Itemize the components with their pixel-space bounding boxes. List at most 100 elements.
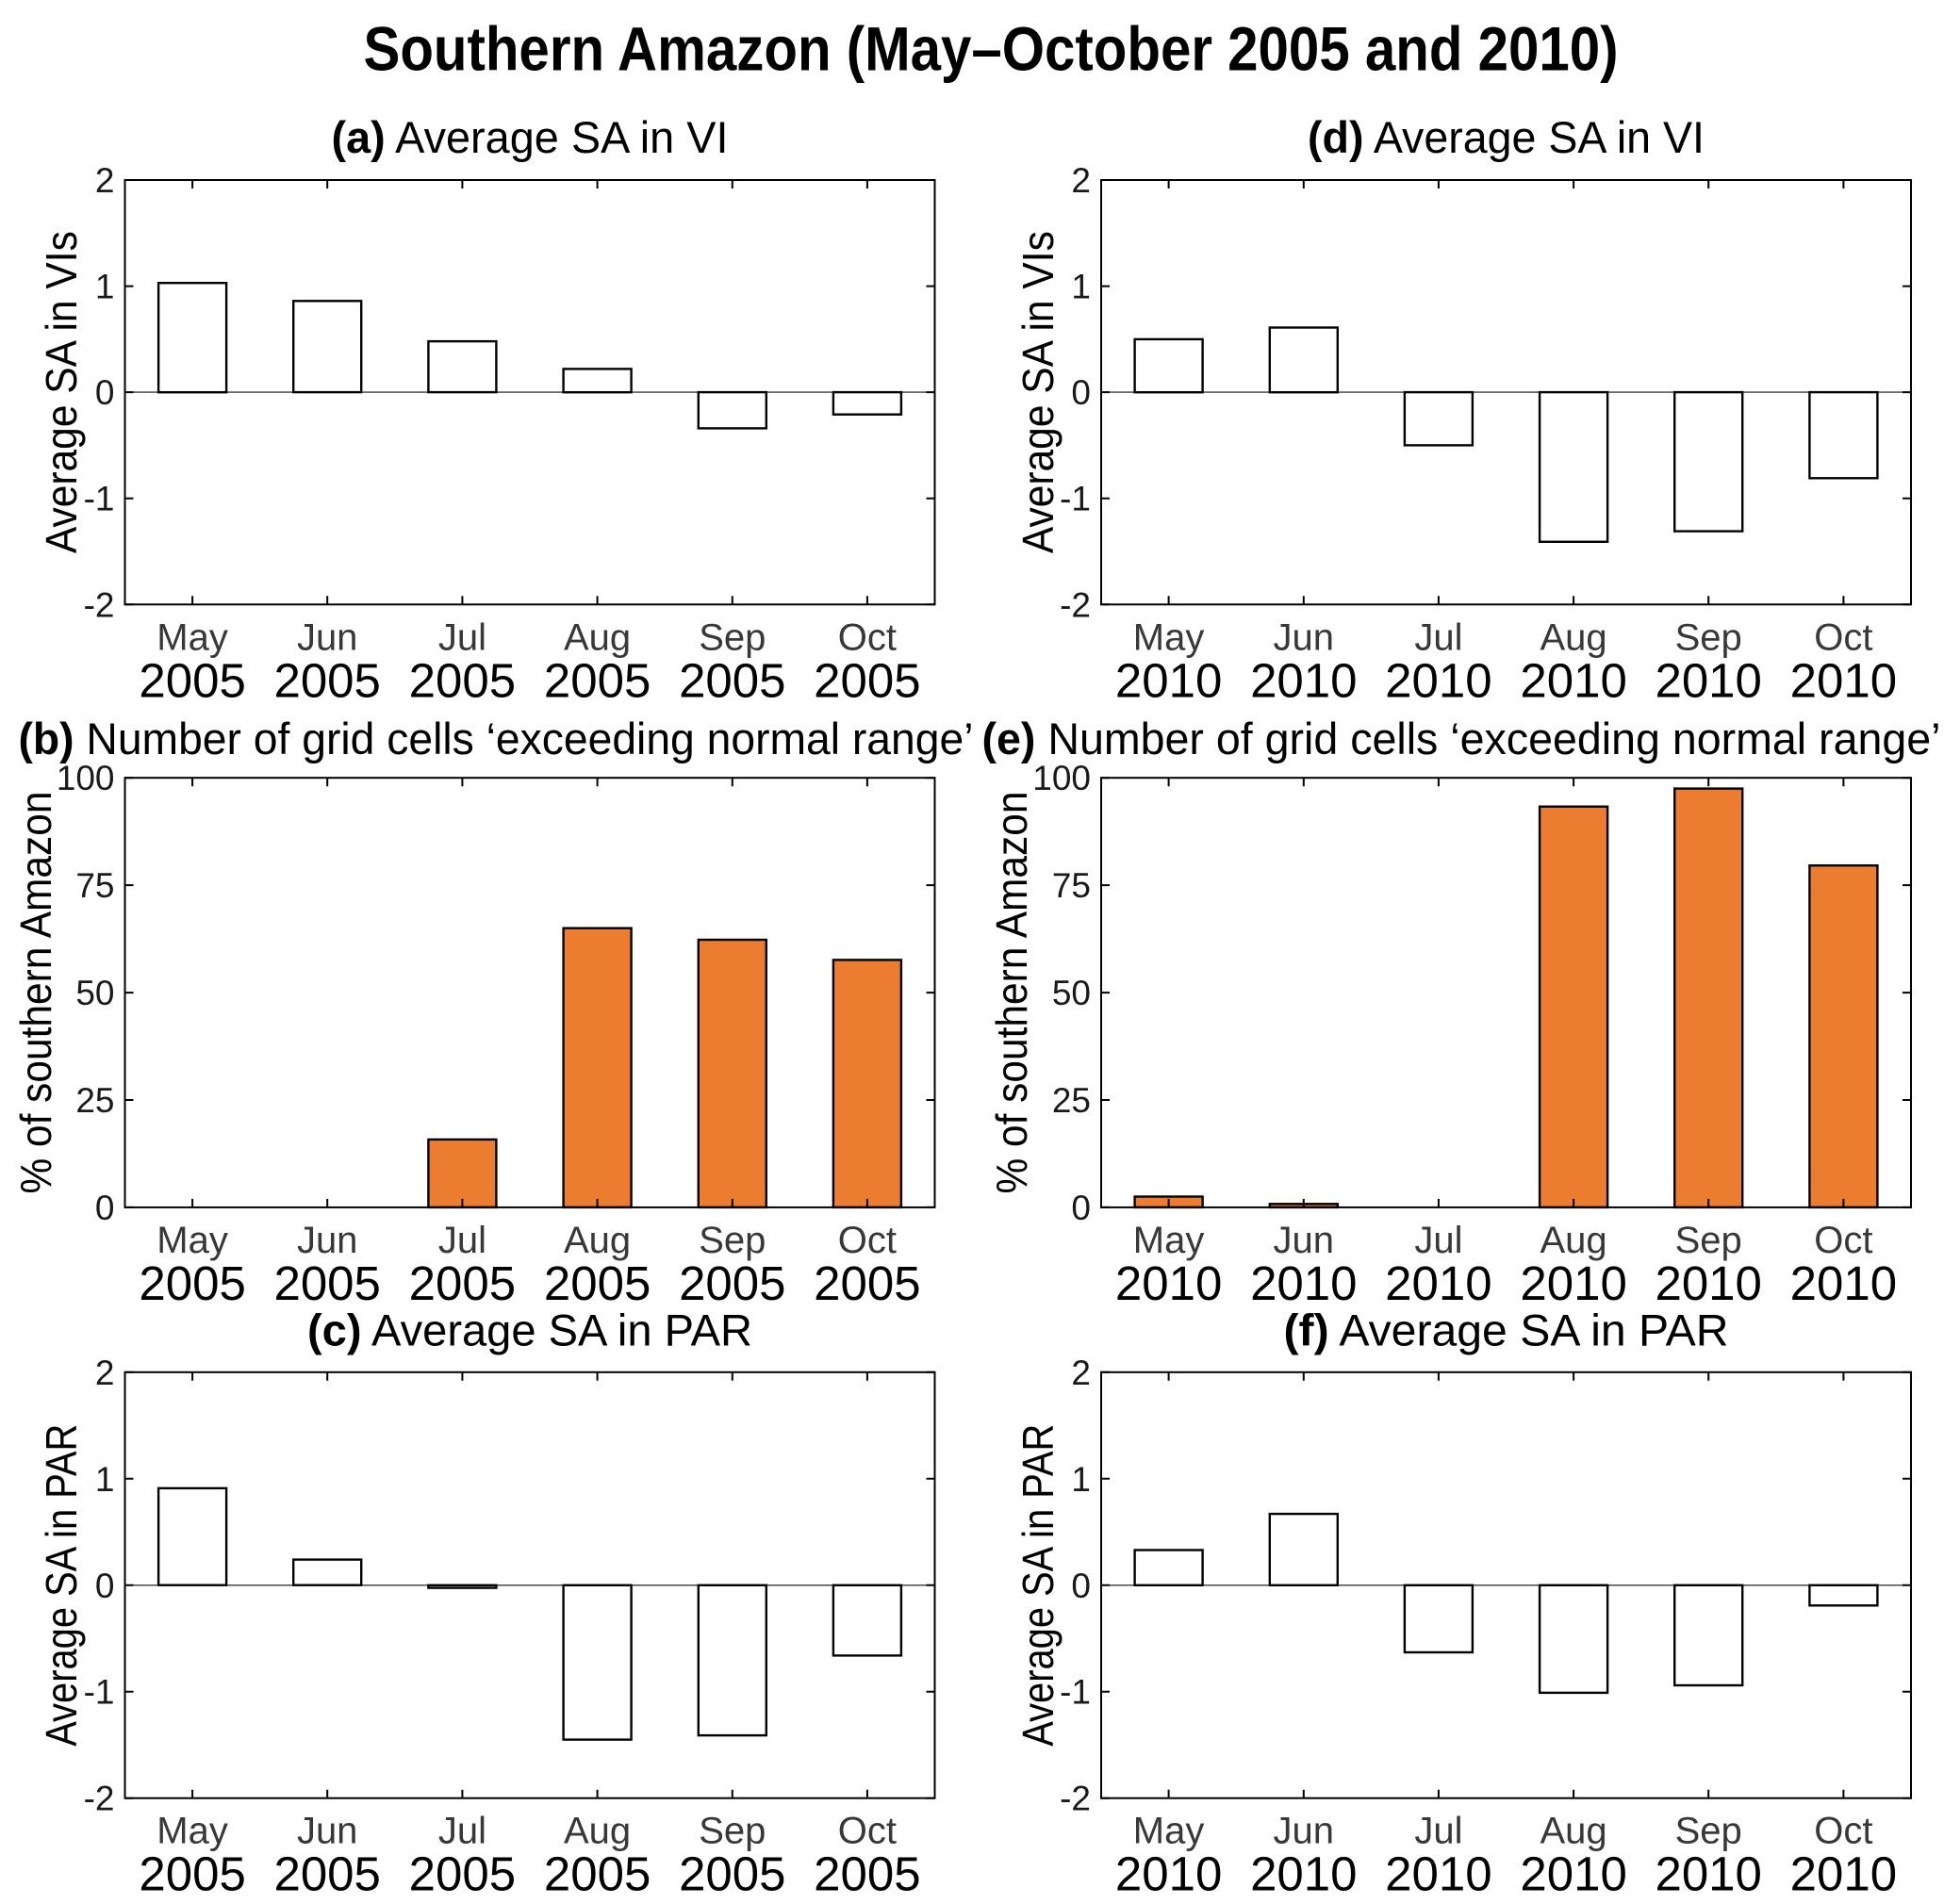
svg-text:May: May — [1133, 1220, 1205, 1261]
svg-text:Oct: Oct — [838, 1220, 897, 1261]
svg-text:Aug: Aug — [564, 616, 631, 658]
svg-text:1: 1 — [1071, 1460, 1091, 1499]
svg-text:2005: 2005 — [273, 1256, 380, 1310]
svg-text:1: 1 — [95, 268, 115, 306]
svg-text:2005: 2005 — [139, 1256, 245, 1310]
svg-text:2010: 2010 — [1520, 1256, 1626, 1310]
svg-text:2010: 2010 — [1115, 653, 1222, 707]
svg-text:2010: 2010 — [1790, 1847, 1897, 1901]
svg-text:May: May — [1133, 616, 1205, 658]
svg-text:25: 25 — [75, 1081, 114, 1120]
svg-text:2005: 2005 — [139, 653, 245, 707]
svg-text:May: May — [157, 1811, 228, 1852]
svg-text:(e) Number of grid cells ‘exce: (e) Number of grid cells ‘exceeding norm… — [982, 714, 1941, 763]
svg-text:Aug: Aug — [1540, 616, 1607, 658]
svg-text:Average SA in PAR: Average SA in PAR — [1013, 1424, 1063, 1747]
svg-text:50: 50 — [1052, 974, 1091, 1012]
svg-text:100: 100 — [57, 759, 115, 797]
svg-text:2010: 2010 — [1250, 1847, 1357, 1901]
svg-text:Oct: Oct — [838, 616, 897, 658]
svg-text:2010: 2010 — [1790, 1256, 1897, 1310]
svg-text:2010: 2010 — [1115, 1847, 1222, 1901]
svg-text:-1: -1 — [84, 1673, 115, 1712]
svg-text:2005: 2005 — [409, 1256, 516, 1310]
svg-text:0: 0 — [95, 1567, 115, 1605]
svg-text:(d) Average SA in VI: (d) Average SA in VI — [1308, 112, 1705, 162]
svg-text:0: 0 — [1071, 1567, 1091, 1605]
svg-text:2010: 2010 — [1520, 1847, 1626, 1901]
svg-text:Jun: Jun — [1274, 616, 1335, 658]
svg-text:Aug: Aug — [564, 1811, 631, 1852]
svg-text:-2: -2 — [1060, 1780, 1091, 1818]
svg-text:2: 2 — [1071, 161, 1091, 200]
svg-text:1: 1 — [95, 1460, 115, 1499]
svg-text:Sep: Sep — [699, 616, 766, 658]
svg-text:2005: 2005 — [679, 1256, 785, 1310]
svg-text:2005: 2005 — [544, 653, 651, 707]
svg-text:Oct: Oct — [1814, 616, 1872, 658]
svg-text:2010: 2010 — [1655, 1256, 1761, 1310]
svg-text:2005: 2005 — [409, 1847, 516, 1901]
svg-text:Jul: Jul — [438, 1811, 486, 1852]
svg-text:2: 2 — [1071, 1354, 1091, 1392]
svg-text:2: 2 — [95, 1354, 115, 1392]
svg-text:Sep: Sep — [699, 1220, 766, 1261]
svg-text:-2: -2 — [84, 585, 115, 624]
svg-text:2010: 2010 — [1115, 1256, 1222, 1310]
svg-text:0: 0 — [95, 1189, 115, 1227]
svg-text:2010: 2010 — [1385, 653, 1491, 707]
svg-text:2010: 2010 — [1250, 653, 1357, 707]
svg-text:Average SA in VIs: Average SA in VIs — [37, 231, 86, 553]
svg-text:May: May — [157, 616, 228, 658]
svg-text:50: 50 — [75, 974, 114, 1012]
svg-text:-2: -2 — [84, 1780, 115, 1818]
svg-text:(c) Average SA in PAR: (c) Average SA in PAR — [307, 1305, 752, 1355]
svg-text:Aug: Aug — [1540, 1220, 1607, 1261]
svg-text:-1: -1 — [1060, 480, 1091, 518]
svg-text:May: May — [1133, 1811, 1205, 1852]
svg-text:-1: -1 — [84, 480, 115, 518]
svg-text:Jul: Jul — [1414, 1220, 1462, 1261]
svg-text:% of southern Amazon: % of southern Amazon — [11, 792, 60, 1194]
svg-text:Jun: Jun — [1274, 1220, 1335, 1261]
svg-text:2005: 2005 — [409, 653, 516, 707]
svg-text:May: May — [157, 1220, 228, 1261]
svg-text:2010: 2010 — [1655, 653, 1761, 707]
svg-text:Southern Amazon (May–October 2: Southern Amazon (May–October 2005 and 20… — [364, 14, 1619, 84]
svg-text:0: 0 — [95, 373, 115, 412]
svg-text:2005: 2005 — [814, 1256, 920, 1310]
svg-text:Oct: Oct — [838, 1811, 897, 1852]
svg-text:Jul: Jul — [438, 1220, 486, 1261]
svg-text:(b) Number of grid cells ‘exce: (b) Number of grid cells ‘exceeding norm… — [19, 714, 974, 763]
svg-text:Sep: Sep — [1675, 1220, 1742, 1261]
svg-text:75: 75 — [75, 866, 114, 905]
svg-text:2005: 2005 — [273, 1847, 380, 1901]
svg-text:2005: 2005 — [814, 653, 920, 707]
svg-text:Aug: Aug — [1540, 1811, 1607, 1852]
svg-text:Jun: Jun — [1274, 1811, 1335, 1852]
svg-text:Sep: Sep — [699, 1811, 766, 1852]
svg-text:2010: 2010 — [1790, 653, 1897, 707]
svg-text:2010: 2010 — [1385, 1847, 1491, 1901]
svg-text:Jun: Jun — [297, 1220, 358, 1261]
svg-text:2005: 2005 — [679, 653, 785, 707]
svg-text:0: 0 — [1071, 373, 1091, 412]
svg-text:Jul: Jul — [1414, 1811, 1462, 1852]
svg-text:Sep: Sep — [1675, 1811, 1742, 1852]
svg-text:Jul: Jul — [1414, 616, 1462, 658]
svg-text:2010: 2010 — [1250, 1256, 1357, 1310]
svg-text:2005: 2005 — [139, 1847, 245, 1901]
svg-text:2005: 2005 — [544, 1847, 651, 1901]
svg-text:Average SA in VIs: Average SA in VIs — [1013, 231, 1063, 553]
svg-text:2010: 2010 — [1655, 1847, 1761, 1901]
svg-text:2005: 2005 — [273, 653, 380, 707]
svg-text:Oct: Oct — [1814, 1811, 1872, 1852]
svg-text:2005: 2005 — [544, 1256, 651, 1310]
svg-text:100: 100 — [1032, 759, 1091, 797]
svg-text:2005: 2005 — [679, 1847, 785, 1901]
svg-text:-1: -1 — [1060, 1673, 1091, 1712]
svg-text:% of southern Amazon: % of southern Amazon — [987, 792, 1036, 1194]
svg-text:Average SA in PAR: Average SA in PAR — [37, 1424, 86, 1747]
svg-text:75: 75 — [1052, 866, 1091, 905]
svg-text:Jul: Jul — [438, 616, 486, 658]
